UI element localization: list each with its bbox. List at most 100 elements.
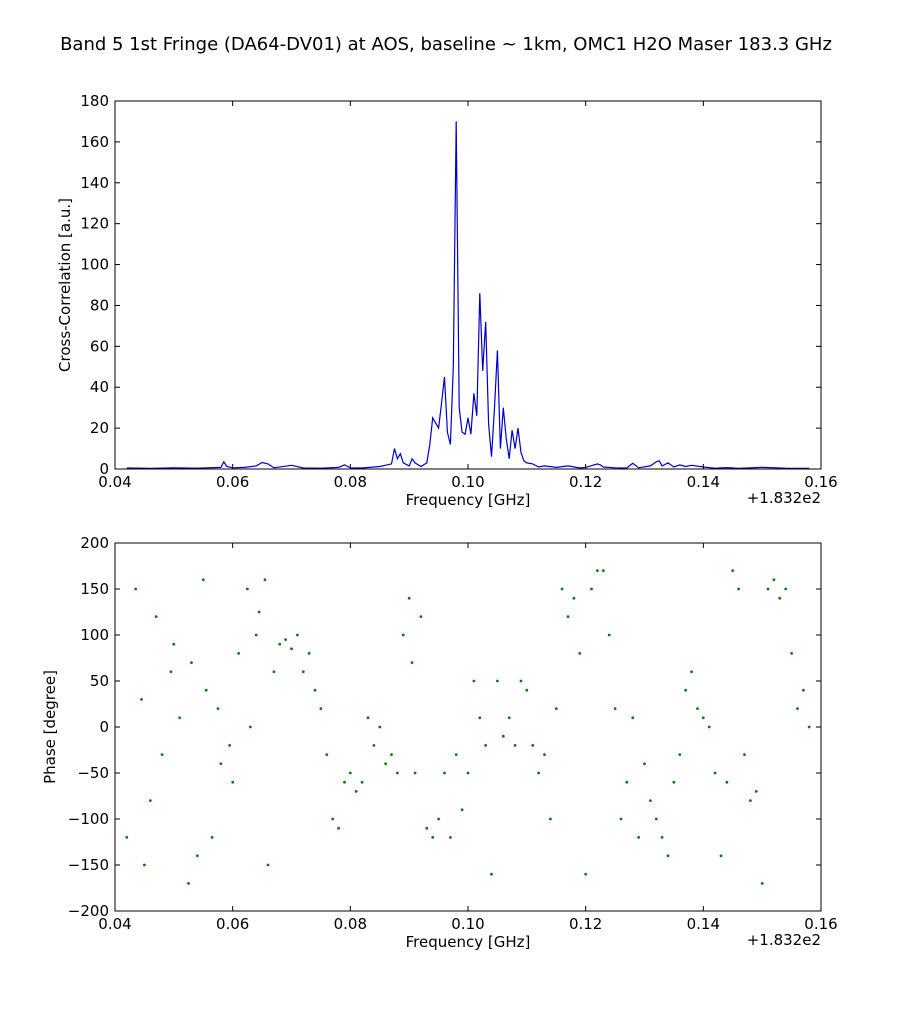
bottom-series-point [384, 762, 387, 766]
bottom-series-point [684, 688, 688, 692]
bottom-series-point [537, 771, 540, 775]
bottom-series-point [554, 707, 558, 710]
bottom-series-point [578, 652, 582, 655]
bottom-xtick-label: 0.14 [687, 915, 720, 933]
bottom-series-point [807, 725, 811, 729]
bottom-ytick-label: −200 [68, 902, 109, 920]
bottom-series-point [396, 771, 399, 775]
bottom-ytick-label: 0 [99, 718, 109, 736]
bottom-series-point [601, 569, 605, 572]
bottom-series-point [313, 688, 317, 692]
bottom-series-point [228, 744, 232, 747]
top-xtick-label: 0.10 [451, 473, 484, 491]
bottom-series-point [437, 817, 440, 821]
bottom-series-point [284, 638, 287, 641]
bottom-series-point [778, 596, 782, 600]
bottom-series-point [331, 817, 335, 821]
bottom-series-point [496, 679, 499, 683]
bottom-series-point [466, 771, 470, 775]
bottom-plot-area [115, 543, 821, 911]
bottom-series-point [431, 836, 435, 839]
bottom-series-point [772, 578, 776, 582]
bottom-series-point [231, 780, 235, 784]
bottom-series-point [178, 716, 182, 720]
bottom-x-axis-label: Frequency [GHz] [406, 933, 531, 951]
bottom-series-point [725, 780, 729, 784]
bottom-y-axis: −200 −150 −100 −50 0 50 100 150 200 [68, 534, 821, 920]
bottom-series-point [143, 863, 146, 867]
bottom-series-point [613, 707, 617, 710]
bottom-series-layer [125, 569, 811, 885]
bottom-ytick-label: 200 [80, 534, 109, 552]
top-ytick-label: 80 [90, 296, 109, 314]
bottom-chart: 0.04 0.06 0.08 0.10 0.12 0.14 0.16 −200 −150 −10… [41, 534, 838, 951]
bottom-series-point [802, 688, 805, 692]
bottom-series-point [263, 578, 267, 582]
bottom-series-point [248, 725, 252, 729]
bottom-series-point [449, 836, 452, 839]
top-xtick-label: 0.14 [687, 473, 720, 491]
bottom-series-point [472, 679, 476, 683]
bottom-xtick-label: 0.10 [451, 915, 484, 933]
bottom-series-point [584, 872, 588, 876]
bottom-series-point [654, 817, 658, 821]
bottom-series-point [507, 716, 511, 720]
top-ytick-label: 60 [90, 337, 109, 355]
bottom-series-point [410, 661, 414, 664]
bottom-series-point [360, 780, 364, 784]
bottom-series-point [140, 698, 143, 701]
bottom-ytick-label: 100 [80, 626, 109, 644]
bottom-series-point [401, 633, 405, 637]
bottom-series-point [160, 753, 164, 756]
top-chart: 0.04 0.06 0.08 0.10 0.12 0.14 0.16 0 20 40 60 80 10… [56, 92, 838, 509]
top-x-offset-label: +1.832e2 [747, 489, 821, 507]
top-ytick-label: 0 [99, 460, 109, 478]
top-series-layer [126, 121, 810, 470]
bottom-series-point [713, 771, 717, 775]
bottom-series-point [366, 716, 370, 720]
bottom-series-point [490, 872, 493, 876]
bottom-y-axis-label: Phase [degree] [41, 670, 59, 784]
bottom-series-point [478, 716, 482, 720]
bottom-series-point [154, 615, 158, 618]
bottom-series-point [419, 615, 423, 618]
top-y-axis-label: Cross-Correlation [a.u.] [56, 198, 74, 372]
bottom-series-point [187, 882, 190, 885]
bottom-series-point [390, 753, 393, 756]
bottom-series-point [343, 780, 346, 784]
bottom-series-point [296, 633, 299, 637]
bottom-series-point [134, 587, 138, 591]
bottom-ytick-label: −100 [68, 810, 109, 828]
bottom-ytick-label: 50 [90, 672, 109, 690]
top-ytick-label: 100 [80, 256, 109, 274]
bottom-series-point [525, 688, 529, 692]
bottom-series-point [666, 854, 670, 858]
bottom-xtick-label: 0.16 [804, 915, 837, 933]
bottom-series-point [749, 799, 752, 802]
bottom-xtick-label: 0.06 [216, 915, 249, 933]
bottom-series-point [766, 587, 770, 591]
top-y-axis: 0 20 40 60 80 100 120 140 160 180 [80, 92, 821, 478]
bottom-series-point [407, 596, 411, 600]
bottom-series-point [125, 836, 129, 839]
bottom-series-point [572, 596, 576, 600]
top-x-axis: 0.04 0.06 0.08 0.10 0.12 0.14 0.16 [98, 101, 838, 491]
bottom-series-point [690, 670, 693, 674]
bottom-series-point [590, 587, 593, 591]
bottom-series-point [513, 744, 517, 747]
bottom-series-point [484, 744, 488, 747]
top-series-line [126, 121, 810, 470]
bottom-series-point [413, 771, 417, 775]
bottom-series-point [216, 707, 220, 710]
top-xtick-label: 0.16 [804, 473, 837, 491]
bottom-series-point [707, 725, 711, 729]
bottom-series-point [204, 688, 208, 692]
top-xtick-label: 0.12 [569, 473, 602, 491]
bottom-series-point [307, 652, 311, 655]
bottom-series-point [148, 799, 152, 802]
bottom-series-point [246, 587, 249, 591]
bottom-series-point [643, 762, 646, 766]
bottom-series-point [378, 725, 382, 729]
bottom-series-point [201, 578, 205, 582]
